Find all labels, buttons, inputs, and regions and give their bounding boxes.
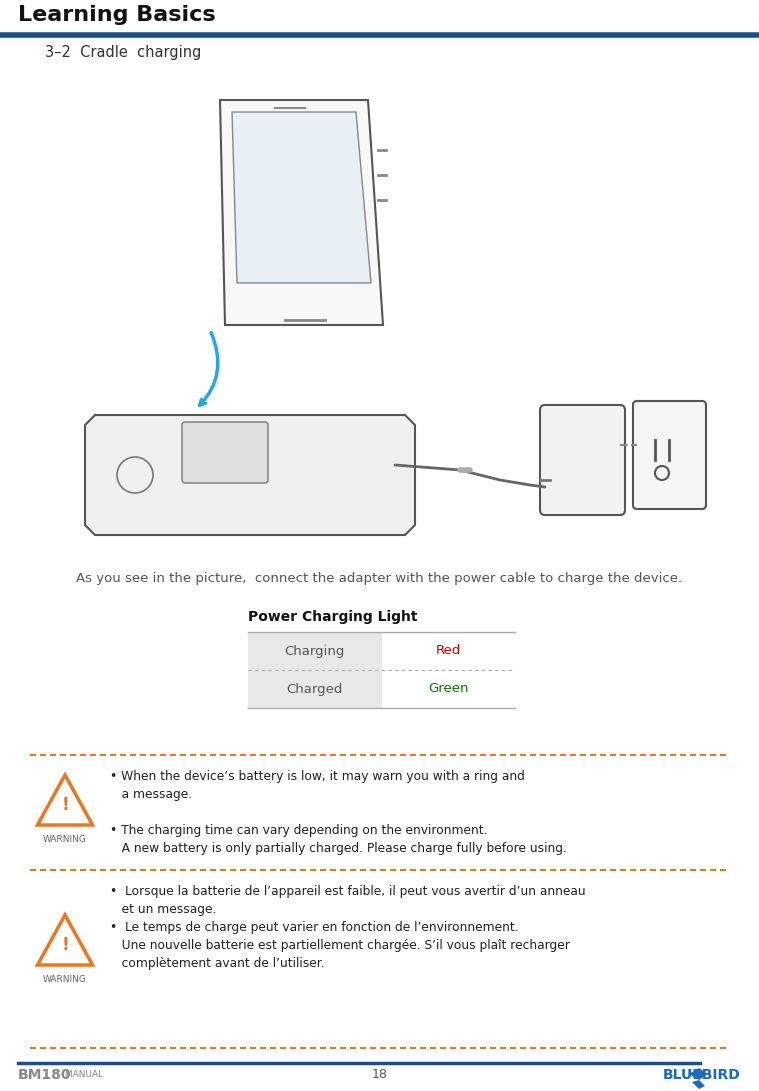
Text: WARNING: WARNING [43, 835, 87, 844]
Text: 3–2  Cradle  charging: 3–2 Cradle charging [45, 45, 201, 60]
FancyBboxPatch shape [540, 405, 625, 515]
Text: !: ! [61, 796, 69, 814]
Text: As you see in the picture,  connect the adapter with the power cable to charge t: As you see in the picture, connect the a… [77, 572, 682, 585]
Polygon shape [692, 1080, 705, 1089]
Bar [382, 670, 515, 708]
Bar [382, 632, 515, 670]
Text: Green: Green [428, 683, 468, 695]
FancyBboxPatch shape [633, 401, 706, 509]
Text: Charged: Charged [287, 683, 343, 695]
Text: MANUAL: MANUAL [62, 1070, 103, 1079]
Text: Red: Red [436, 645, 461, 658]
Text: • When the device’s battery is low, it may warn you with a ring and
   a message: • When the device’s battery is low, it m… [110, 770, 567, 855]
Polygon shape [689, 1068, 707, 1080]
FancyBboxPatch shape [182, 422, 268, 483]
Text: BLUEBIRD: BLUEBIRD [663, 1068, 740, 1082]
Text: 18: 18 [372, 1068, 387, 1081]
Bar [248, 670, 382, 708]
Polygon shape [232, 112, 371, 283]
Polygon shape [85, 415, 415, 535]
Polygon shape [220, 100, 383, 325]
Text: Charging: Charging [285, 645, 345, 658]
Polygon shape [37, 775, 93, 825]
Text: !: ! [61, 936, 69, 954]
Text: •  Lorsque la batterie de l’appareil est faible, il peut vous avertir d’un annea: • Lorsque la batterie de l’appareil est … [110, 885, 586, 970]
Bar [248, 632, 382, 670]
Text: Learning Basics: Learning Basics [18, 5, 216, 25]
Text: WARNING: WARNING [43, 975, 87, 984]
Text: BM180: BM180 [18, 1068, 71, 1082]
Polygon shape [37, 915, 93, 966]
Text: Power Charging Light: Power Charging Light [248, 610, 417, 624]
